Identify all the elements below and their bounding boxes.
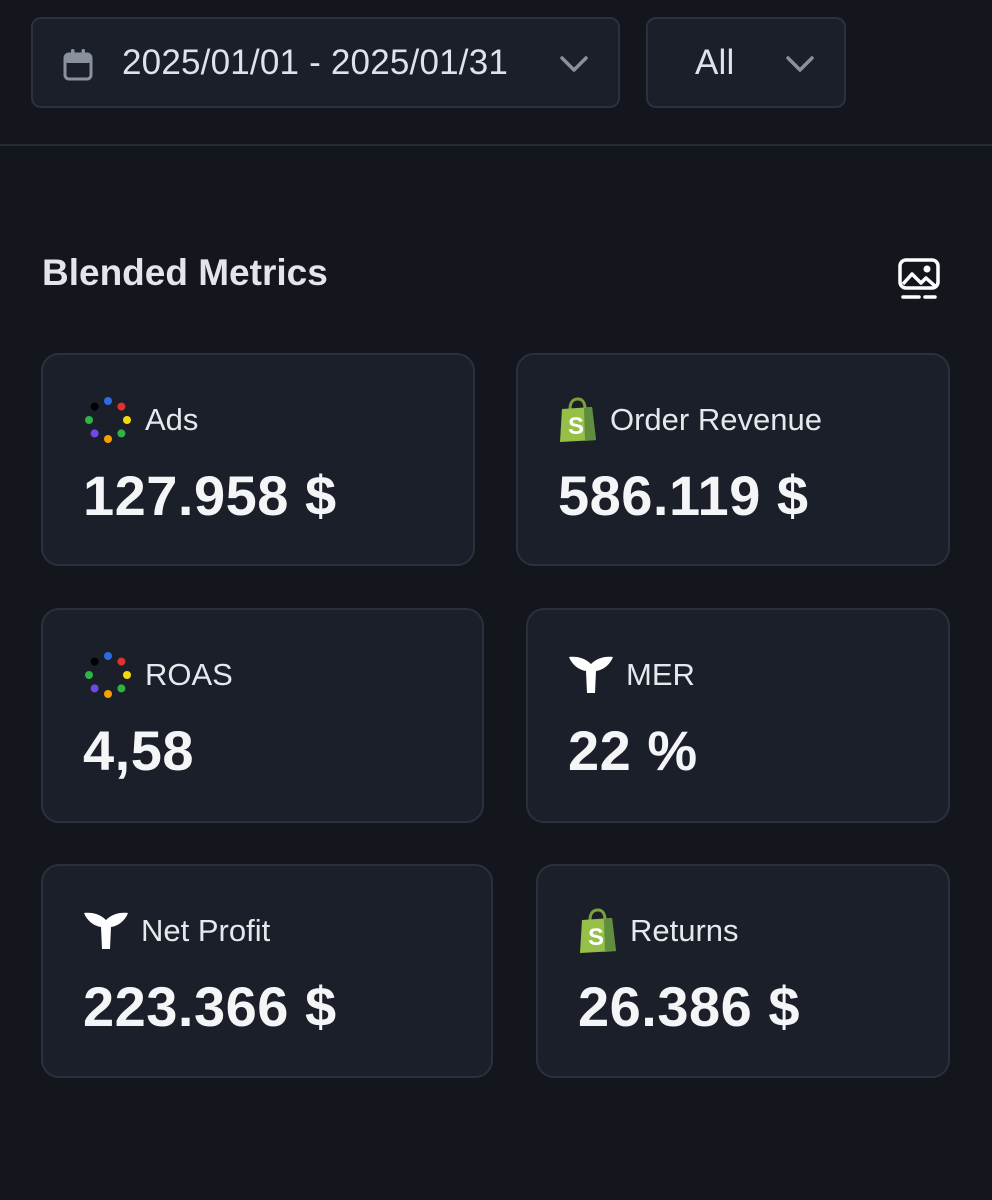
google-dots-icon [83, 650, 133, 700]
metric-value: 26.386 $ [578, 975, 800, 1038]
shopify-bag-icon: S [558, 397, 598, 443]
export-image-button[interactable] [893, 256, 945, 306]
metric-value: 4,58 [83, 719, 194, 782]
metric-card-net-profit[interactable]: Net Profit 223.366 $ [41, 864, 493, 1078]
image-icon [897, 257, 941, 306]
metric-value: 223.366 $ [83, 975, 337, 1038]
filter-bar: 2025/01/01 - 2025/01/31 All [0, 0, 992, 146]
metric-value: 586.119 $ [558, 464, 809, 527]
shopify-bag-icon: S [578, 908, 618, 954]
metric-card-order-revenue[interactable]: S Order Revenue 586.119 $ [516, 353, 950, 566]
svg-text:S: S [588, 924, 604, 951]
channel-select[interactable]: All [646, 17, 846, 108]
whale-tail-icon [83, 911, 129, 951]
section-title: Blended Metrics [42, 252, 328, 293]
svg-text:S: S [568, 413, 584, 440]
metric-name: ROAS [145, 657, 233, 692]
chevron-down-icon [559, 49, 589, 84]
metric-value: 22 % [568, 719, 698, 782]
metric-name: Order Revenue [610, 402, 822, 437]
whale-tail-icon [568, 655, 614, 695]
metric-card-ads[interactable]: Ads 127.958 $ [41, 353, 475, 566]
metric-name: MER [626, 657, 695, 692]
channel-label: All [695, 43, 735, 82]
date-range-select[interactable]: 2025/01/01 - 2025/01/31 [31, 17, 620, 108]
date-range-label: 2025/01/01 - 2025/01/31 [122, 43, 509, 82]
google-dots-icon [83, 395, 133, 445]
metric-card-roas[interactable]: ROAS 4,58 [41, 608, 484, 823]
calendar-icon [63, 49, 93, 86]
chevron-down-icon [785, 49, 815, 84]
metric-name: Ads [145, 402, 199, 437]
metric-card-mer[interactable]: MER 22 % [526, 608, 950, 823]
metric-card-returns[interactable]: S Returns 26.386 $ [536, 864, 950, 1078]
metric-value: 127.958 $ [83, 464, 337, 527]
metric-name: Returns [630, 913, 739, 948]
metric-name: Net Profit [141, 913, 271, 948]
